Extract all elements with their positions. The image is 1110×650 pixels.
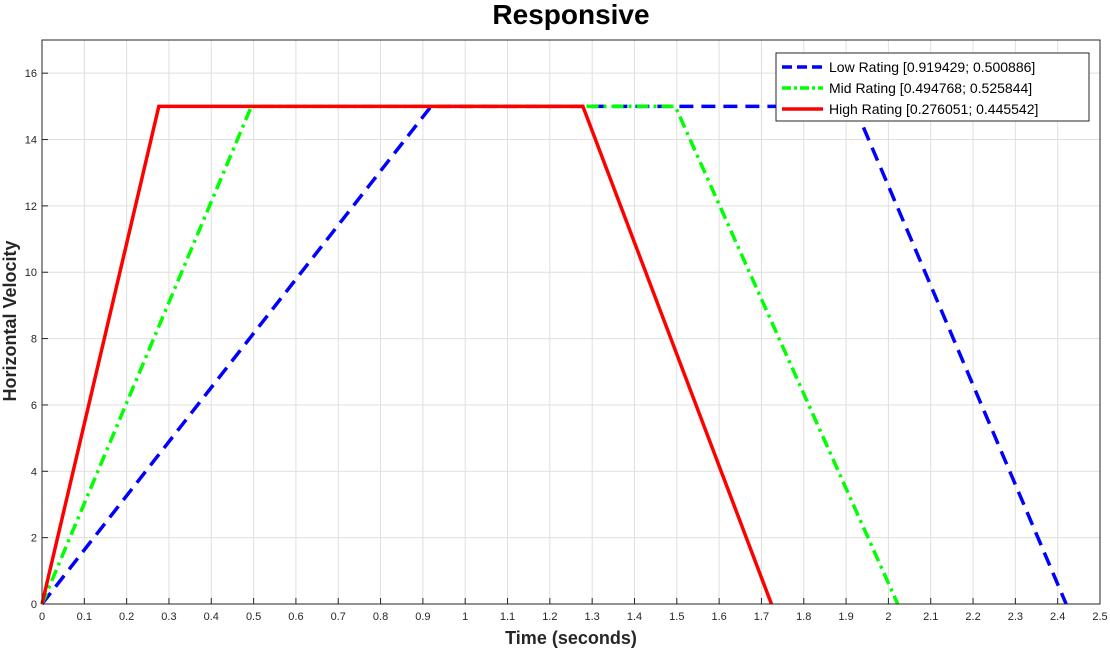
x-tick-label: 0.8 — [373, 611, 388, 623]
series-lines — [40, 104, 1068, 606]
y-tick-label: 6 — [31, 400, 37, 412]
x-tick-label: 1.6 — [711, 611, 726, 623]
x-axis-ticks: 0 0.1 0.2 0.3 0.4 0.5 0.6 0.7 0.8 0.9 1 1.1 1.2 1.3 1.… — [39, 598, 1108, 623]
x-tick-label: 0.3 — [161, 611, 176, 623]
x-tick-label: 0.1 — [77, 611, 92, 623]
x-tick-label: 0 — [39, 611, 45, 623]
x-tick-label: 1.3 — [585, 611, 600, 623]
series-line — [40, 104, 900, 605]
x-tick-label: 0.6 — [288, 611, 303, 623]
x-tick-label: 1.8 — [796, 611, 811, 623]
series-line — [40, 104, 774, 605]
x-tick-label: 0.9 — [415, 611, 430, 623]
legend-label: High Rating [0.276051; 0.445542] — [829, 101, 1038, 117]
y-tick-label: 4 — [31, 466, 37, 478]
x-tick-label: 2.5 — [1092, 611, 1107, 623]
x-tick-label: 2.3 — [1008, 611, 1023, 623]
x-tick-label: 0.2 — [119, 611, 134, 623]
x-tick-label: 1.1 — [500, 611, 515, 623]
x-tick-label: 0.4 — [204, 611, 219, 623]
x-tick-label: 2.1 — [923, 611, 938, 623]
x-tick-label: 1.9 — [838, 611, 853, 623]
y-tick-label: 14 — [25, 135, 37, 147]
x-tick-label: 1.5 — [669, 611, 684, 623]
y-tick-label: 0 — [31, 599, 37, 611]
x-tick-label: 1.2 — [542, 611, 557, 623]
x-axis-title: Time (seconds) — [505, 628, 637, 648]
x-tick-label: 2 — [885, 611, 891, 623]
plot-area-frame — [41, 39, 1101, 605]
legend-box — [775, 52, 1090, 122]
legend: Low Rating [0.919429; 0.500886] Mid Ratin… — [775, 52, 1090, 122]
grid-lines — [41, 40, 1101, 605]
y-tick-label: 10 — [25, 267, 37, 279]
y-axis-ticks: 0 2 4 6 8 10 12 14 16 — [25, 68, 48, 611]
x-tick-label: 2.4 — [1050, 611, 1065, 623]
series-line — [40, 104, 1068, 606]
x-tick-label: 1.7 — [754, 611, 769, 623]
x-tick-label: 0.7 — [331, 611, 346, 623]
y-tick-label: 16 — [25, 68, 37, 80]
x-tick-label: 2.2 — [965, 611, 980, 623]
y-tick-label: 8 — [31, 334, 37, 346]
y-axis-title: Horizontal Velocity — [0, 240, 20, 401]
x-tick-label: 0.5 — [246, 611, 261, 623]
y-tick-label: 2 — [31, 533, 37, 545]
chart-title: Responsive — [492, 0, 649, 30]
x-tick-label: 1 — [462, 611, 468, 623]
x-tick-label: 1.4 — [627, 611, 642, 623]
legend-label: Mid Rating [0.494768; 0.525844] — [829, 80, 1032, 96]
legend-label: Low Rating [0.919429; 0.500886] — [829, 59, 1035, 75]
y-tick-label: 12 — [25, 201, 37, 213]
